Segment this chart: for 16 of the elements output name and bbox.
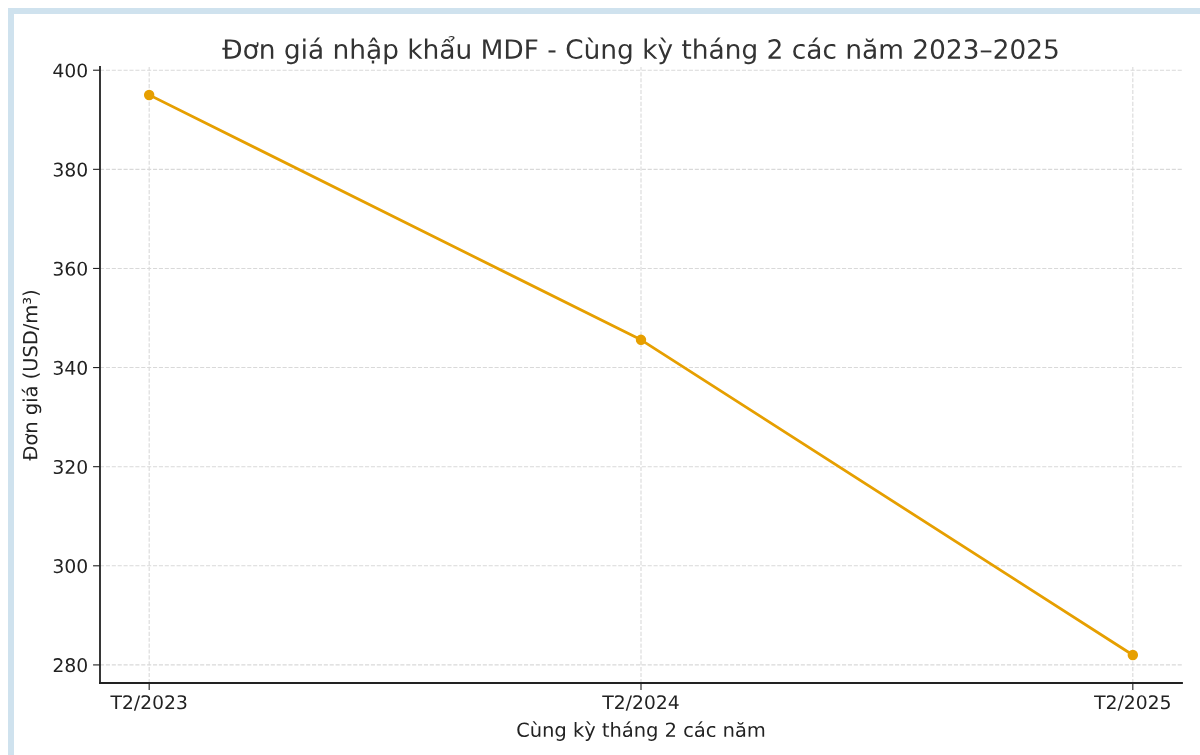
y-tick-label: 300 (53, 559, 87, 574)
x-tick-label: T2/2023 (110, 695, 187, 711)
point (143, 89, 155, 101)
y-tick-label: 340 (53, 360, 87, 375)
y-tick-label: 320 (53, 459, 87, 475)
x-axis-title: Cùng kỳ tháng 2 các năm (517, 721, 765, 741)
y-tick-label: 360 (53, 261, 87, 276)
x-tick-label: T2/2025 (1094, 695, 1170, 711)
point (1127, 649, 1139, 661)
point (635, 334, 647, 346)
chart-title: Đơn giá nhập khẩu MDF - Cùng kỳ tháng 2 các năm 2023–2025 (222, 35, 1058, 65)
y-tick-label: 380 (53, 162, 87, 177)
y-tick-label: 400 (53, 63, 87, 78)
x-tick-label: T2/2024 (602, 695, 679, 711)
y-axis-title: Đơn giá (USD/m³) (21, 291, 42, 461)
y-tick-label: 280 (53, 658, 87, 673)
